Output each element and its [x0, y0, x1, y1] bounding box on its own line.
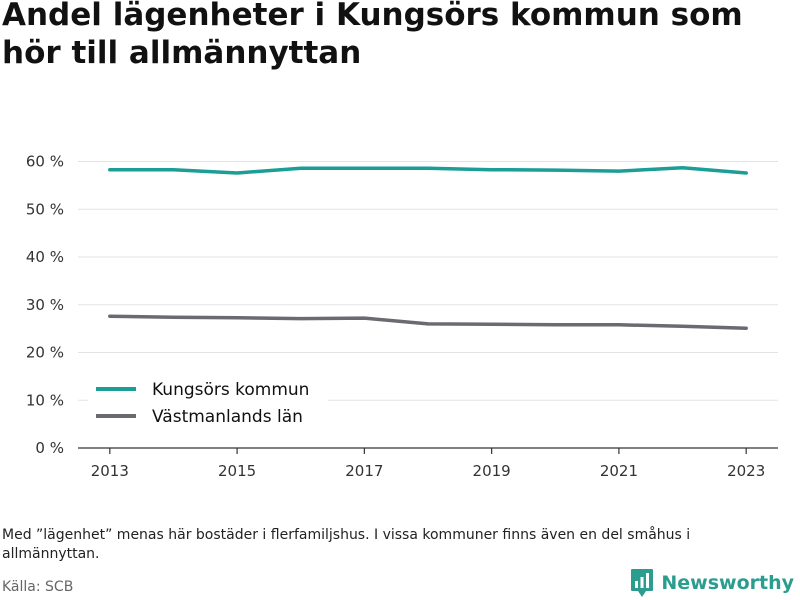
chart-footnote: Med ”lägenhet” menas här bostäder i fler…: [2, 527, 691, 562]
x-tick-label: 2019: [473, 462, 511, 480]
source-label: Källa: SCB: [2, 579, 74, 595]
series-lines: [108, 166, 748, 330]
y-axis-tick-labels: 0 % 10 % 20 % 30 % 40 % 50 % 60 %: [26, 153, 64, 457]
y-tick-label: 10 %: [26, 391, 64, 409]
y-tick-label: 50 %: [26, 200, 64, 218]
x-tick-label: 2015: [218, 462, 256, 480]
legend-background: [88, 374, 328, 432]
x-tick-label: 2013: [91, 462, 129, 480]
x-tick-label: 2023: [727, 462, 765, 480]
series-line: [108, 166, 748, 175]
x-tick-label: 2017: [345, 462, 383, 480]
legend: Kungsörs kommun Västmanlands län: [88, 374, 328, 432]
y-tick-label: 60 %: [26, 153, 64, 171]
y-tick-label: 30 %: [26, 296, 64, 314]
x-tick-label: 2021: [600, 462, 638, 480]
y-tick-label: 20 %: [26, 344, 64, 362]
y-tick-label: 0 %: [35, 439, 64, 457]
brand-name: Newsworthy: [661, 572, 794, 594]
line-chart: 0 % 10 % 20 % 30 % 40 % 50 % 60 % 2013 2015 2017…: [26, 153, 778, 480]
brand-logo[interactable]: Newsworthy: [630, 568, 794, 598]
gridlines: [78, 161, 778, 401]
chart-title: Andel lägenheter i Kungsörs kommun som h…: [2, 0, 743, 71]
x-axis-tick-labels: 2013 2015 2017 2019 2021 2023: [91, 462, 766, 480]
y-tick-label: 40 %: [26, 248, 64, 266]
legend-label: Västmanlands län: [152, 407, 303, 427]
newsworthy-logo-icon: [631, 569, 654, 597]
x-axis: [78, 447, 778, 454]
legend-label: Kungsörs kommun: [152, 380, 309, 400]
series-line: [108, 314, 748, 330]
